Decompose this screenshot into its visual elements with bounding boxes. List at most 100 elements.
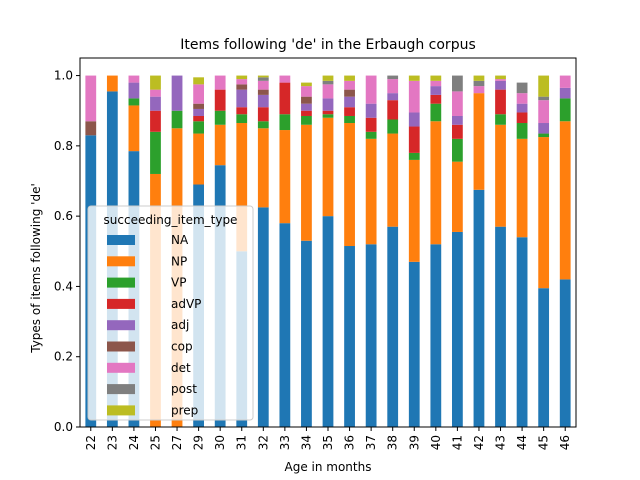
legend-swatch-cop xyxy=(107,341,135,352)
bar-segment-NP-31 xyxy=(236,123,248,252)
bar-segment-VP-40 xyxy=(430,103,442,122)
bar-segment-post-41 xyxy=(452,75,463,92)
bar-segment-prep-35 xyxy=(322,75,334,81)
bar-segment-adj-25 xyxy=(150,96,161,111)
bar-segment-VP-25 xyxy=(150,131,161,174)
bar-segment-adVP-43 xyxy=(495,89,506,115)
y-tick-label: 0.0 xyxy=(54,420,73,434)
bar-segment-NA-43 xyxy=(495,226,506,427)
axes-layer: 0.0 0.2 0.4 0.6 0.8 1.0 22 23 24 25 27 29 30 31 32 33 34… xyxy=(54,57,577,450)
bar-segment-VP-38 xyxy=(387,119,399,134)
bar-segment-VP-44 xyxy=(516,123,528,139)
x-tick-label: 38 xyxy=(386,435,400,450)
x-tick-label: 31 xyxy=(235,435,249,450)
x-tick-label: 41 xyxy=(450,435,464,450)
bar-segment-VP-43 xyxy=(495,114,506,125)
bar-segment-NP-41 xyxy=(452,161,463,232)
bar-segment-NP-46 xyxy=(559,121,571,280)
bar-segment-cop-29 xyxy=(193,103,204,109)
bar-segment-adj-36 xyxy=(344,96,355,108)
bar-segment-VP-35 xyxy=(322,114,334,118)
legend-swatch-NA xyxy=(107,235,135,245)
bar-segment-prep-45 xyxy=(538,75,550,97)
bar-segment-NP-33 xyxy=(279,130,291,224)
bar-segment-NA-37 xyxy=(365,244,377,427)
bar-segment-det-37 xyxy=(365,75,377,104)
bar-segment-adVP-44 xyxy=(516,112,528,124)
bar-segment-VP-33 xyxy=(279,114,291,131)
bar-segment-prep-34 xyxy=(301,82,312,87)
x-tick-label: 39 xyxy=(407,435,421,450)
bar-segment-NA-42 xyxy=(473,189,485,427)
bar-segment-NP-37 xyxy=(365,138,377,245)
bar-segment-VP-41 xyxy=(452,138,463,162)
bar-segment-det-22 xyxy=(85,75,97,122)
bar-segment-det-33 xyxy=(279,75,291,83)
bar-segment-VP-36 xyxy=(344,115,355,124)
bar-segment-prep-42 xyxy=(473,75,485,81)
bar-segment-NA-45 xyxy=(538,288,550,427)
x-tick-label: 36 xyxy=(343,435,357,450)
legend-label-det: det xyxy=(171,361,191,375)
legend-label-prep: prep xyxy=(171,403,198,417)
bar-segment-adVP-32 xyxy=(257,107,269,122)
bar-segment-prep-25 xyxy=(150,75,161,90)
bar-segment-adj-32 xyxy=(257,94,269,108)
bar-segment-NA-33 xyxy=(279,223,291,427)
bar-segment-NA-44 xyxy=(516,237,528,427)
bar-segment-adVP-38 xyxy=(387,100,399,120)
bar-segment-adj-41 xyxy=(452,115,463,125)
x-tick-label: 27 xyxy=(170,435,184,450)
bar-segment-adj-34 xyxy=(301,103,312,111)
bar-segment-VP-34 xyxy=(301,115,312,125)
bar-segment-prep-39 xyxy=(408,75,420,81)
bar-segment-post-44 xyxy=(516,82,528,94)
bar-segment-NA-41 xyxy=(452,231,463,427)
legend-label-NP: NP xyxy=(171,254,187,268)
bar-segment-adVP-33 xyxy=(279,82,291,115)
bar-segment-post-42 xyxy=(473,80,485,87)
bar-segment-det-36 xyxy=(344,80,355,90)
legend: succeeding_item_type NA NP VP adVP adj cop det p… xyxy=(87,205,254,421)
x-tick-label: 30 xyxy=(213,435,227,450)
bar-segment-adVP-37 xyxy=(365,117,377,132)
bar-segment-adj-37 xyxy=(365,103,377,118)
x-tick-label: 23 xyxy=(105,435,119,450)
x-tick-label: 42 xyxy=(472,435,486,450)
bar-segment-adVP-30 xyxy=(214,89,226,111)
bar-segment-det-31 xyxy=(236,79,248,85)
bar-segment-adj-31 xyxy=(236,89,248,108)
y-tick-label: 1.0 xyxy=(54,69,73,83)
bar-segment-adj-43 xyxy=(495,80,506,90)
bar-segment-det-41 xyxy=(452,91,463,116)
y-tick-label: 0.2 xyxy=(54,350,73,364)
bar-segment-NP-24 xyxy=(128,105,140,152)
bar-segment-NP-29 xyxy=(193,133,204,185)
bar-segment-prep-43 xyxy=(495,75,506,80)
bar-segment-VP-46 xyxy=(559,98,571,122)
bar-segment-det-30 xyxy=(214,75,226,90)
bar-segment-det-35 xyxy=(322,84,334,99)
bar-segment-adVP-40 xyxy=(430,94,442,104)
bar-segment-adj-46 xyxy=(559,87,571,99)
x-tick-label: 29 xyxy=(192,435,206,450)
bar-segment-cop-36 xyxy=(344,89,355,97)
legend-label-VP: VP xyxy=(171,276,186,290)
bar-segment-prep-31 xyxy=(236,75,248,80)
bar-segment-det-46 xyxy=(559,75,571,88)
legend-label-cop: cop xyxy=(171,340,193,354)
x-tick-label: 24 xyxy=(127,435,141,450)
bar-segment-adj-35 xyxy=(322,98,334,111)
bar-segment-NP-38 xyxy=(387,133,399,227)
bar-segment-prep-36 xyxy=(344,75,355,81)
bar-segment-VP-30 xyxy=(214,110,226,125)
bar-segment-NP-43 xyxy=(495,124,506,227)
legend-swatch-NP xyxy=(107,256,135,267)
y-tick-label: 0.6 xyxy=(54,209,73,223)
bar-segment-det-25 xyxy=(150,89,161,97)
x-tick-label: 44 xyxy=(515,435,529,450)
bar-segment-cop-22 xyxy=(85,121,97,136)
legend-title: succeeding_item_type xyxy=(104,213,238,227)
bar-segment-det-24 xyxy=(128,75,140,83)
